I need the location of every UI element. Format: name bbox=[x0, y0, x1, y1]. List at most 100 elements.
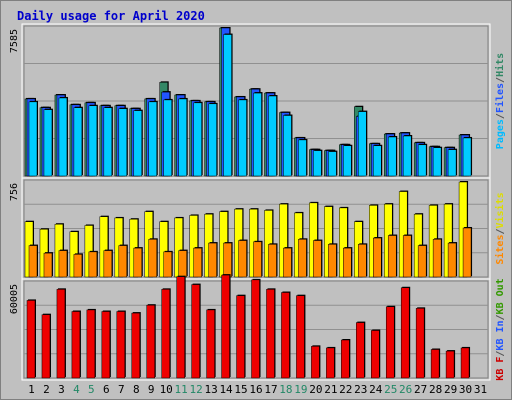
bar-sites bbox=[313, 240, 322, 278]
legend-entry: Pages bbox=[495, 119, 506, 149]
legend-entry: KB In bbox=[495, 320, 506, 350]
x-tick-label: 20 bbox=[309, 383, 322, 396]
legend-entry: KB Out bbox=[495, 278, 506, 314]
bar-kb-f bbox=[146, 304, 155, 379]
bar-pages bbox=[417, 144, 427, 177]
legend-entry: KB F bbox=[495, 357, 506, 381]
bar-pages bbox=[178, 98, 187, 177]
bar-kb-f bbox=[385, 306, 395, 379]
legend-entry: / bbox=[495, 228, 506, 234]
bar-pages bbox=[73, 107, 83, 177]
bar-kb-f bbox=[341, 339, 350, 379]
bar-pages bbox=[373, 145, 382, 177]
bar-pages bbox=[328, 151, 337, 177]
x-tick-label: 23 bbox=[354, 383, 367, 396]
bar-kb-f bbox=[56, 289, 66, 379]
bar-kb-f bbox=[415, 308, 425, 379]
bar-sites bbox=[462, 227, 472, 278]
bar-sites bbox=[238, 240, 247, 278]
x-tick-label: 8 bbox=[133, 383, 140, 396]
bar-kb-f bbox=[430, 349, 440, 379]
x-tick-label: 21 bbox=[324, 383, 337, 396]
bar-pages bbox=[58, 97, 68, 177]
bar-kb-f bbox=[206, 309, 215, 379]
x-tick-label: 14 bbox=[219, 383, 233, 396]
bar-sites bbox=[148, 239, 157, 278]
bar-pages bbox=[432, 147, 442, 177]
bar-pages bbox=[88, 105, 98, 177]
panel-3-legend: KB F/KB In/KB Out bbox=[495, 278, 506, 380]
bar-pages bbox=[358, 111, 367, 177]
bar-kb-f bbox=[311, 346, 320, 379]
legend-entry: / bbox=[495, 351, 506, 357]
bar-sites bbox=[387, 235, 397, 278]
bar-kb-f bbox=[281, 292, 290, 379]
bar-sites bbox=[43, 252, 53, 278]
bar-kb-f bbox=[71, 311, 81, 379]
x-tick-label: 10 bbox=[160, 383, 173, 396]
bar-sites bbox=[432, 239, 442, 278]
panel-2-legend: Sites/Visits bbox=[494, 192, 506, 264]
bar-pages bbox=[28, 101, 38, 177]
x-tick-label: 7 bbox=[118, 383, 125, 396]
x-tick-label: 4 bbox=[73, 383, 80, 396]
bar-kb-f bbox=[251, 279, 260, 379]
bar-kb-f bbox=[400, 287, 410, 379]
x-tick-label: 1 bbox=[28, 383, 35, 396]
x-tick-label: 17 bbox=[264, 383, 277, 396]
bar-kb-f bbox=[221, 274, 230, 379]
bar-pages bbox=[298, 139, 307, 177]
bar-pages bbox=[43, 109, 53, 177]
panel-3-ymax-label: 60005 bbox=[9, 284, 20, 314]
bar-pages bbox=[253, 92, 262, 177]
bar-sites bbox=[178, 250, 187, 278]
bar-sites bbox=[58, 250, 68, 278]
bar-kb-f bbox=[236, 295, 245, 379]
bar-sites bbox=[103, 250, 113, 278]
bar-kb-f bbox=[131, 312, 141, 379]
legend-entry: Files bbox=[494, 83, 506, 113]
x-tick-label: 28 bbox=[429, 383, 442, 396]
bar-pages bbox=[462, 137, 472, 177]
bar-sites bbox=[133, 247, 143, 278]
bar-sites bbox=[358, 244, 367, 278]
chart-title: Daily usage for April 2020 bbox=[17, 9, 205, 23]
bar-sites bbox=[328, 244, 337, 278]
bar-pages bbox=[193, 102, 202, 177]
bar-pages bbox=[118, 108, 128, 177]
bar-kb-f bbox=[116, 311, 126, 379]
x-tick-label: 27 bbox=[414, 383, 427, 396]
x-tick-label: 31 bbox=[474, 383, 487, 396]
x-tick-label: 13 bbox=[204, 383, 217, 396]
bar-sites bbox=[208, 242, 217, 278]
x-tick-label: 26 bbox=[399, 383, 412, 396]
bar-pages bbox=[163, 99, 172, 177]
bar-pages bbox=[238, 99, 247, 177]
bar-sites bbox=[447, 242, 457, 278]
x-tick-label: 19 bbox=[294, 383, 307, 396]
bar-kb-f bbox=[176, 276, 185, 379]
bar-pages bbox=[402, 135, 412, 177]
x-tick-label: 5 bbox=[88, 383, 95, 396]
bar-pages bbox=[208, 103, 217, 177]
bar-kb-f bbox=[326, 347, 335, 379]
bar-pages bbox=[103, 107, 113, 177]
bar-kb-f bbox=[41, 314, 51, 379]
bar-pages bbox=[343, 145, 352, 177]
bar-sites bbox=[118, 245, 128, 278]
x-tick-label: 6 bbox=[103, 383, 110, 396]
bar-pages bbox=[283, 115, 292, 177]
panel-1-ymax-label: 7585 bbox=[9, 29, 20, 53]
bar-kb-f bbox=[101, 311, 111, 379]
bar-sites bbox=[283, 247, 292, 278]
panel-1-legend: Pages/Files/Hits bbox=[494, 53, 506, 149]
bar-pages bbox=[133, 110, 143, 177]
x-tick-label: 12 bbox=[190, 383, 203, 396]
x-tick-label: 18 bbox=[279, 383, 292, 396]
bar-kb-f bbox=[86, 309, 96, 379]
legend-entry: Visits bbox=[494, 192, 506, 228]
bar-sites bbox=[193, 247, 202, 278]
x-tick-label: 11 bbox=[175, 383, 188, 396]
